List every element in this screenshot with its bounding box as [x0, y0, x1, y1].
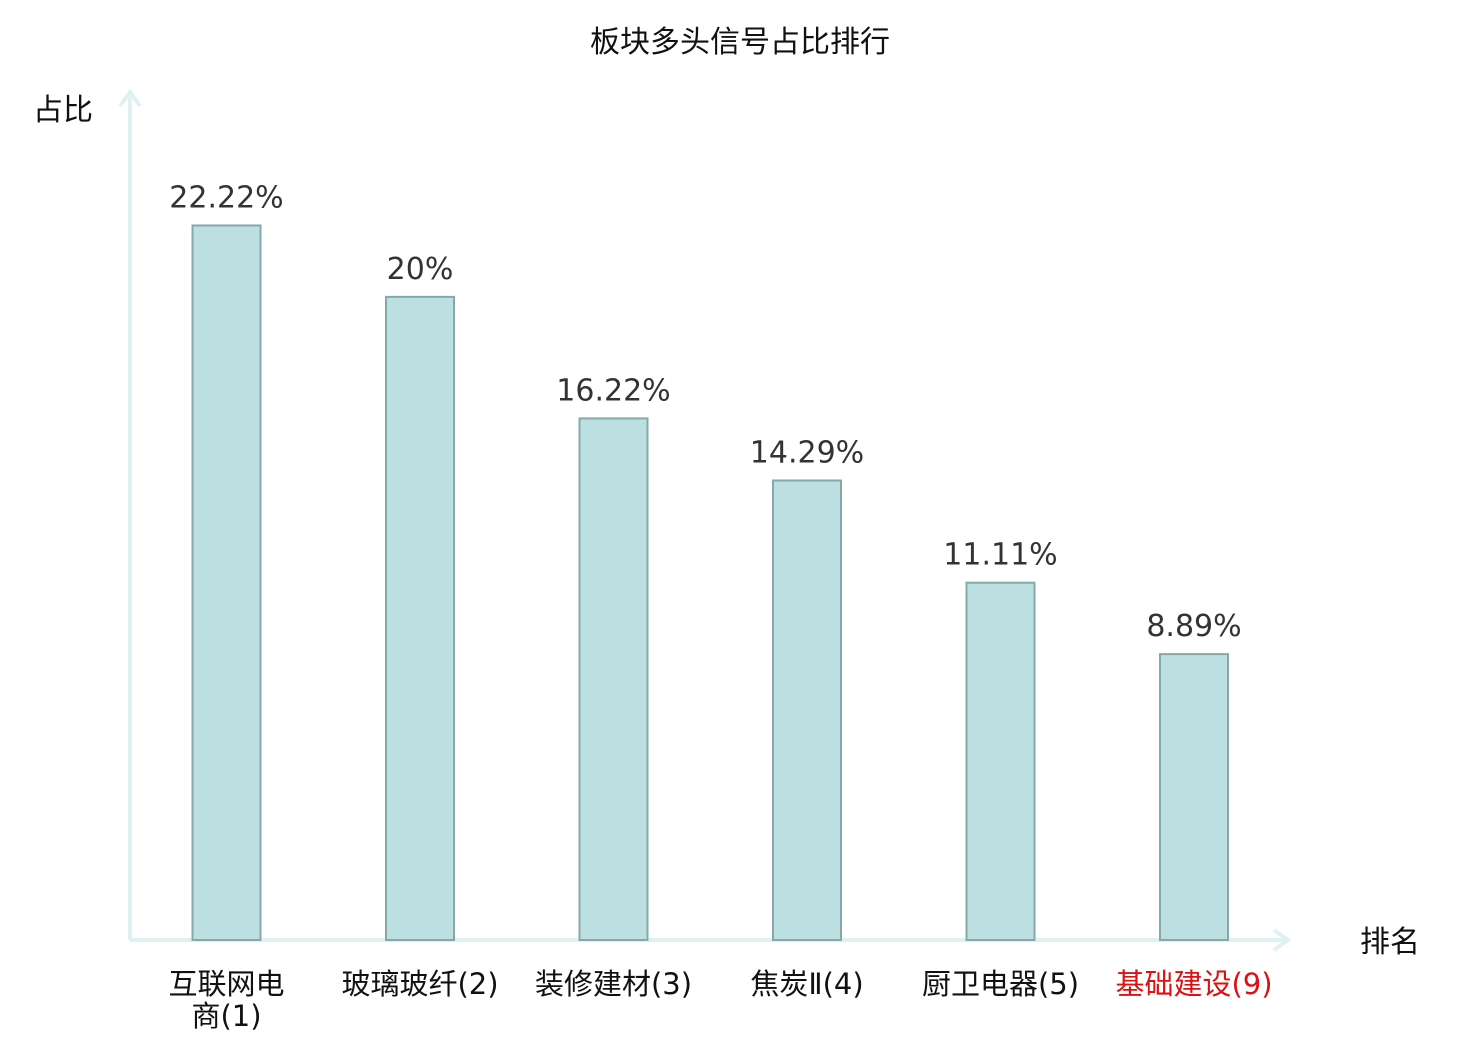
y-axis-arrow-icon	[118, 88, 142, 108]
value-label: 8.89%	[1146, 609, 1241, 644]
x-tick-label: 互联网电	[168, 967, 284, 1001]
chart-title: 板块多头信号占比排行	[590, 25, 890, 60]
y-axis-label: 占比	[33, 93, 93, 128]
x-tick-label: 焦炭Ⅱ(4)	[750, 967, 863, 1001]
value-label: 20%	[387, 252, 454, 287]
x-tick-label: 基础建设(9)	[1115, 967, 1272, 1001]
x-tick-label: 厨卫电器(5)	[922, 967, 1079, 1001]
value-label: 11.11%	[943, 538, 1057, 573]
value-labels-group: 22.22% 20% 16.22% 14.29% 11.11% 8.89%	[169, 180, 1241, 644]
x-axis-label: 排名	[1360, 925, 1420, 960]
bar	[772, 479, 842, 941]
x-tick-label: 装修建材(3)	[535, 967, 692, 1001]
bar	[191, 224, 262, 942]
axes	[118, 88, 1292, 952]
bar	[965, 581, 1036, 941]
bars-group	[191, 224, 1229, 942]
bar	[1159, 653, 1229, 941]
value-label: 14.29%	[750, 435, 864, 470]
value-label: 22.22%	[169, 180, 283, 215]
x-tick-label: 玻璃玻纤(2)	[341, 967, 498, 1001]
x-tick-label-line2: 商(1)	[191, 999, 261, 1033]
bar	[578, 417, 649, 941]
bar	[385, 295, 455, 941]
x-axis-arrow-icon	[1272, 928, 1292, 952]
value-label: 16.22%	[556, 373, 670, 408]
